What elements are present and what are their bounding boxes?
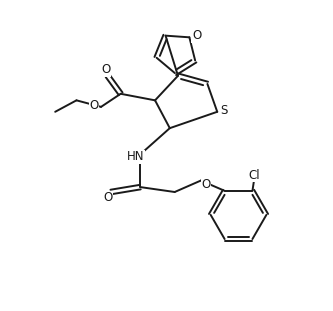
Text: O: O (201, 178, 210, 191)
Text: O: O (101, 63, 111, 77)
Text: O: O (103, 191, 112, 204)
Text: O: O (89, 99, 99, 112)
Text: S: S (220, 104, 227, 117)
Text: HN: HN (127, 151, 144, 164)
Text: Cl: Cl (248, 169, 260, 182)
Text: O: O (192, 29, 201, 42)
